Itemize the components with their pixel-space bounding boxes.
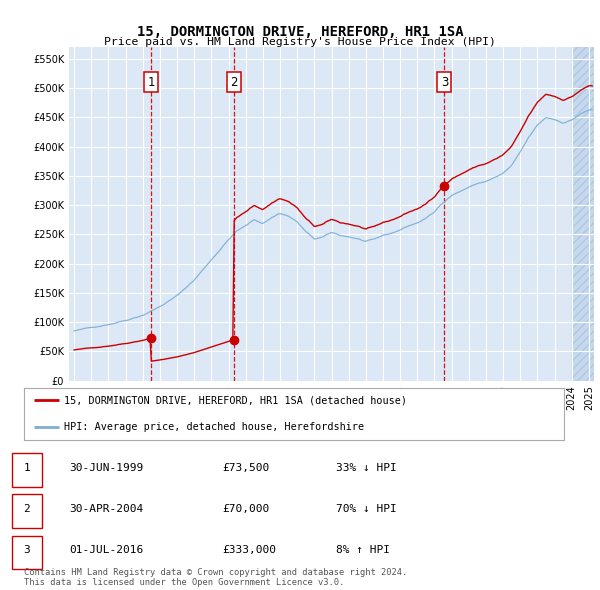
Text: Price paid vs. HM Land Registry's House Price Index (HPI): Price paid vs. HM Land Registry's House …	[104, 37, 496, 47]
Text: £73,500: £73,500	[222, 463, 269, 473]
Text: 1: 1	[23, 463, 31, 473]
Text: 15, DORMINGTON DRIVE, HEREFORD, HR1 1SA (detached house): 15, DORMINGTON DRIVE, HEREFORD, HR1 1SA …	[65, 395, 407, 405]
Text: 3: 3	[23, 545, 31, 555]
Text: 1: 1	[148, 76, 155, 88]
Text: £70,000: £70,000	[222, 504, 269, 514]
Text: 3: 3	[441, 76, 448, 88]
Text: 15, DORMINGTON DRIVE, HEREFORD, HR1 1SA: 15, DORMINGTON DRIVE, HEREFORD, HR1 1SA	[137, 25, 463, 39]
Text: 2: 2	[23, 504, 31, 514]
Bar	[572, 47, 594, 381]
Text: 33% ↓ HPI: 33% ↓ HPI	[336, 463, 397, 473]
Text: 30-APR-2004: 30-APR-2004	[69, 504, 143, 514]
Text: 01-JUL-2016: 01-JUL-2016	[69, 545, 143, 555]
Text: 30-JUN-1999: 30-JUN-1999	[69, 463, 143, 473]
Text: 2: 2	[230, 76, 238, 88]
Text: Contains HM Land Registry data © Crown copyright and database right 2024.
This d: Contains HM Land Registry data © Crown c…	[24, 568, 407, 587]
Text: 8% ↑ HPI: 8% ↑ HPI	[336, 545, 390, 555]
Text: £333,000: £333,000	[222, 545, 276, 555]
Text: 70% ↓ HPI: 70% ↓ HPI	[336, 504, 397, 514]
Text: HPI: Average price, detached house, Herefordshire: HPI: Average price, detached house, Here…	[65, 422, 365, 432]
